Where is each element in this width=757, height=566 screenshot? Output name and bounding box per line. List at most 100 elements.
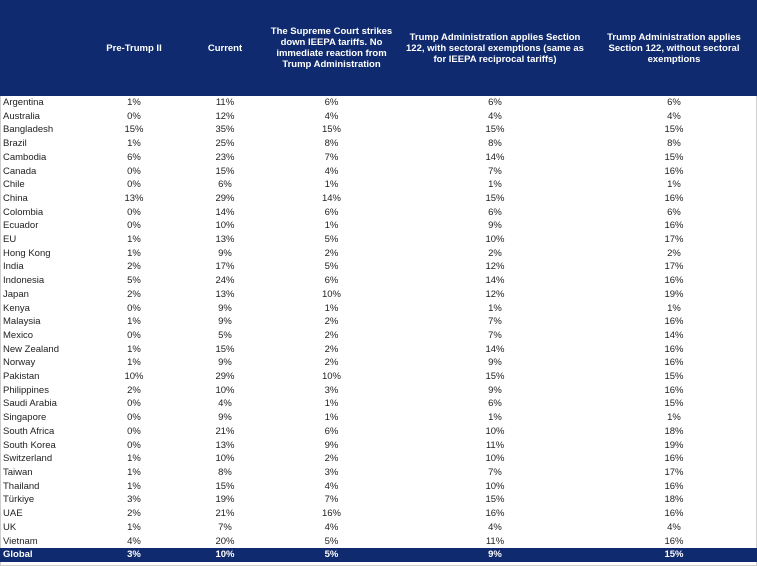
section-122-with-exemptions-cell: 6% [488, 206, 502, 218]
section-122-with-exemptions-cell: 12% [485, 261, 505, 273]
current-cell: 13% [215, 439, 235, 451]
current-cell: 15% [215, 480, 235, 492]
scotus-scenario-cell: 5% [324, 261, 339, 273]
scotus-scenario-cell: 6% [324, 425, 339, 437]
country-cell: Mexico [3, 329, 34, 341]
scotus-scenario-cell: 8% [324, 138, 339, 150]
pre-trump-ii-cell: 1% [127, 316, 141, 328]
country-cell: Switzerland [3, 453, 53, 465]
country-cell: Indonesia [3, 275, 45, 287]
section-122-with-exemptions-cell: 11% [485, 535, 505, 547]
country-cell: Cambodia [3, 151, 47, 163]
country-cell: Malaysia [3, 316, 41, 328]
section-122-without-exemptions-cell: 8% [667, 138, 681, 150]
scotus-scenario-cell: 3% [324, 384, 339, 396]
section-122-without-exemptions-cell: 16% [664, 357, 684, 369]
section-122-with-exemptions-cell: 4% [488, 110, 502, 122]
pre-trump-ii-cell: 0% [127, 412, 141, 424]
pre-trump-ii-cell: 4% [127, 535, 141, 547]
pre-trump-ii-cell: 0% [127, 425, 141, 437]
section-122-with-exemptions-cell: 9% [488, 220, 502, 232]
country-cell: Ecuador [3, 220, 39, 232]
section-122-with-exemptions-cell: 6% [488, 97, 502, 108]
table-row: Philippines 2% 10% 3% 9% 16% [0, 384, 757, 398]
pre-trump-ii-cell: 5% [127, 275, 141, 287]
section-122-with-exemptions-cell: 16% [485, 508, 505, 520]
pre-trump-ii-cell: 1% [127, 453, 141, 465]
table-row: Switzerland 1% 10% 2% 10% 16% [0, 452, 757, 466]
section-122-without-exemptions-cell: 1% [667, 412, 681, 424]
section-122-with-exemptions-cell: 12% [485, 288, 505, 300]
section-122-with-exemptions-cell: 1% [488, 302, 502, 314]
section-122-with-exemptions-cell: 7% [488, 466, 502, 478]
current-cell: 9% [218, 357, 232, 369]
country-cell: UK [3, 521, 17, 533]
section-122-with-exemptions-cell: 6% [488, 398, 502, 410]
table-row: Taiwan 1% 8% 3% 7% 17% [0, 466, 757, 480]
section-122-with-exemptions-cell: 10% [485, 480, 505, 492]
table-row: Argentina 1% 11% 6% 6% 6% [0, 96, 757, 110]
header-current: Current [186, 0, 264, 96]
section-122-without-exemptions-cell: 16% [664, 453, 684, 465]
table-row: Norway 1% 9% 2% 9% 16% [0, 356, 757, 370]
scotus-scenario-cell: 7% [324, 494, 339, 506]
table-row: Canada 0% 15% 4% 7% 16% [0, 165, 757, 179]
current-cell: 20% [215, 535, 235, 547]
country-cell: Hong Kong [3, 247, 51, 259]
scotus-scenario-cell: 4% [324, 521, 339, 533]
table-row: Chile 0% 6% 1% 1% 1% [0, 178, 757, 192]
section-122-without-exemptions-cell: 15% [664, 371, 684, 383]
pre-trump-ii-cell: 3% [82, 548, 186, 563]
section-122-with-exemptions-cell: 10% [485, 453, 505, 465]
country-cell: Canada [3, 165, 37, 177]
table-header: Pre-Trump II Current The Supreme Court s… [0, 0, 757, 96]
section-122-without-exemptions-cell: 15% [591, 548, 757, 563]
scotus-scenario-cell: 5% [324, 535, 339, 547]
section-122-without-exemptions-cell: 16% [664, 535, 684, 547]
country-cell: Norway [3, 357, 36, 369]
global-total-row: Global 3% 10% 5% 9% 15% [0, 548, 757, 563]
current-cell: 9% [218, 412, 232, 424]
table-row: Türkiye 3% 19% 7% 15% 18% [0, 493, 757, 507]
scotus-scenario-cell: 2% [324, 316, 339, 328]
section-122-with-exemptions-cell: 1% [488, 412, 502, 424]
pre-trump-ii-cell: 1% [127, 234, 141, 246]
pre-trump-ii-cell: 1% [127, 480, 141, 492]
table-row: Japan 2% 13% 10% 12% 19% [0, 288, 757, 302]
section-122-with-exemptions-cell: 4% [488, 521, 502, 533]
table-row: Saudi Arabia 0% 4% 1% 6% 15% [0, 397, 757, 411]
country-cell: Japan [3, 288, 29, 300]
section-122-without-exemptions-cell: 15% [664, 124, 684, 136]
scotus-scenario-cell: 9% [324, 439, 339, 451]
section-122-without-exemptions-cell: 1% [667, 179, 681, 191]
current-cell: 9% [218, 316, 232, 328]
pre-trump-ii-cell: 3% [127, 494, 141, 506]
section-122-with-exemptions-cell: 7% [488, 165, 502, 177]
table-row: Indonesia 5% 24% 6% 14% 16% [0, 274, 757, 288]
scotus-scenario-cell: 2% [324, 357, 339, 369]
current-cell: 17% [215, 261, 235, 273]
pre-trump-ii-cell: 0% [127, 329, 141, 341]
current-cell: 9% [218, 302, 232, 314]
country-cell: Saudi Arabia [3, 398, 57, 410]
header-section-122-without-exemptions: Trump Administration applies Section 122… [591, 0, 757, 96]
scotus-scenario-cell: 3% [324, 466, 339, 478]
section-122-without-exemptions-cell: 18% [664, 425, 684, 437]
country-cell: India [3, 261, 24, 273]
current-cell: 10% [215, 384, 235, 396]
section-122-without-exemptions-cell: 16% [664, 384, 684, 396]
pre-trump-ii-cell: 13% [124, 192, 144, 204]
current-cell: 11% [215, 97, 235, 108]
section-122-without-exemptions-cell: 16% [664, 275, 684, 287]
pre-trump-ii-cell: 2% [127, 261, 141, 273]
scotus-scenario-cell: 2% [324, 343, 339, 355]
scotus-scenario-cell: 16% [321, 508, 341, 520]
current-cell: 12% [215, 110, 235, 122]
country-cell: Argentina [3, 97, 44, 108]
pre-trump-ii-cell: 0% [127, 220, 141, 232]
section-122-without-exemptions-cell: 19% [664, 439, 684, 451]
header-country [0, 0, 82, 96]
country-cell: Philippines [3, 384, 49, 396]
section-122-with-exemptions-cell: 1% [488, 179, 502, 191]
scotus-scenario-cell: 5% [264, 548, 399, 563]
